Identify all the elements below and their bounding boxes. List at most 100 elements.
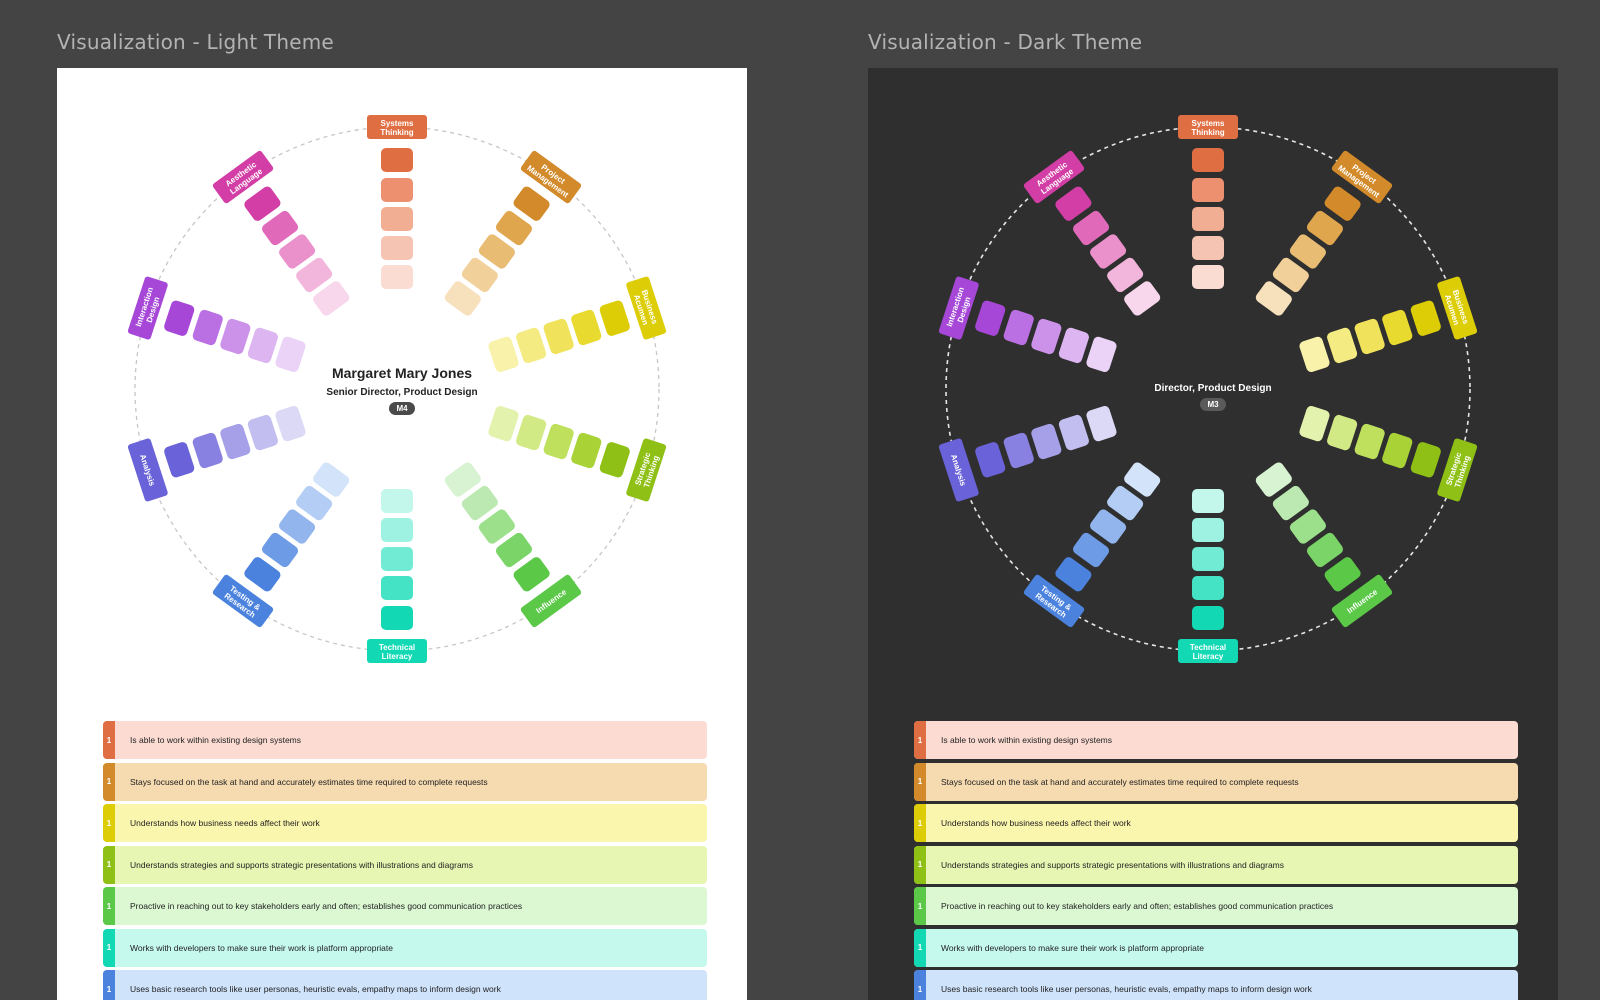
light-theme-frame[interactable]: Systems Thinking Project Management Business… — [57, 68, 747, 1000]
skill-level-segment[interactable] — [1053, 555, 1093, 593]
skill-description-row[interactable]: 1 Is able to work within existing design … — [914, 721, 1518, 759]
skill-description-row[interactable]: 1 Stays focused on the task at hand and a… — [914, 762, 1518, 801]
skill-level-segment[interactable] — [1192, 606, 1224, 630]
skill-level-segment[interactable] — [219, 318, 252, 356]
skill-level-segment[interactable] — [247, 414, 280, 452]
skill-label-analysis[interactable]: Analysis — [938, 438, 979, 502]
skill-level-segment[interactable] — [1381, 309, 1414, 347]
skill-level-segment[interactable] — [570, 309, 603, 347]
skill-description-row[interactable]: 1 Proactive in reaching out to key stakeh… — [914, 887, 1518, 925]
skill-level-segment[interactable] — [1326, 327, 1359, 365]
skill-level-segment[interactable] — [512, 185, 552, 223]
skill-level-segment[interactable] — [1192, 207, 1224, 231]
skill-level-segment[interactable] — [443, 279, 483, 317]
skill-level-segment[interactable] — [1323, 185, 1363, 223]
skill-level-segment[interactable] — [1254, 460, 1294, 498]
skill-level-segment[interactable] — [242, 185, 282, 223]
skill-level-segment[interactable] — [1409, 299, 1442, 337]
skill-level-segment[interactable] — [1271, 256, 1311, 294]
skill-level-segment[interactable] — [598, 299, 631, 337]
skill-level-segment[interactable] — [381, 207, 413, 231]
skill-description-row[interactable]: 1 Understands strategies and supports str… — [914, 845, 1518, 884]
skill-level-segment[interactable] — [381, 489, 413, 513]
dark-theme-frame[interactable]: Systems Thinking Project Management Business… — [868, 68, 1558, 1000]
skill-level-segment[interactable] — [1105, 256, 1145, 294]
skill-level-segment[interactable] — [1323, 555, 1363, 593]
skill-level-segment[interactable] — [494, 531, 534, 569]
skill-level-segment[interactable] — [294, 484, 334, 522]
skill-level-segment[interactable] — [1058, 327, 1091, 365]
skill-level-segment[interactable] — [163, 299, 196, 337]
skill-level-segment[interactable] — [1353, 318, 1386, 356]
skill-level-segment[interactable] — [1298, 405, 1331, 443]
skill-level-segment[interactable] — [1088, 507, 1128, 545]
skill-level-segment[interactable] — [1192, 265, 1224, 289]
skill-level-segment[interactable] — [1085, 335, 1118, 373]
skill-level-segment[interactable] — [477, 507, 517, 545]
skill-level-segment[interactable] — [1353, 423, 1386, 461]
skill-level-segment[interactable] — [311, 460, 351, 498]
skill-level-segment[interactable] — [1053, 185, 1093, 223]
skill-level-segment[interactable] — [1192, 518, 1224, 542]
skill-level-segment[interactable] — [191, 309, 224, 347]
skill-description-row[interactable]: 1 Works with developers to make sure thei… — [103, 928, 707, 967]
skill-level-segment[interactable] — [381, 148, 413, 172]
skill-level-segment[interactable] — [381, 178, 413, 202]
skill-level-segment[interactable] — [381, 576, 413, 600]
skill-level-segment[interactable] — [542, 318, 575, 356]
skill-level-segment[interactable] — [1271, 484, 1311, 522]
skill-level-segment[interactable] — [1305, 209, 1345, 247]
skill-description-row[interactable]: 1 Uses basic research tools like user per… — [103, 970, 707, 1000]
skill-level-segment[interactable] — [1122, 460, 1162, 498]
skill-level-segment[interactable] — [274, 405, 307, 443]
skill-level-segment[interactable] — [1192, 547, 1224, 571]
skill-level-segment[interactable] — [1192, 236, 1224, 260]
skill-level-segment[interactable] — [1254, 279, 1294, 317]
skill-level-segment[interactable] — [191, 432, 224, 470]
skill-level-segment[interactable] — [515, 414, 548, 452]
skill-level-segment[interactable] — [163, 441, 196, 479]
skill-level-segment[interactable] — [247, 327, 280, 365]
skill-level-segment[interactable] — [1288, 232, 1328, 270]
skill-level-segment[interactable] — [1192, 489, 1224, 513]
skill-level-segment[interactable] — [460, 256, 500, 294]
skill-level-segment[interactable] — [494, 209, 534, 247]
skill-level-segment[interactable] — [260, 531, 300, 569]
skill-level-segment[interactable] — [974, 441, 1007, 479]
skill-level-segment[interactable] — [1288, 507, 1328, 545]
skill-description-row[interactable]: 1 Stays focused on the task at hand and a… — [103, 762, 707, 801]
skill-level-segment[interactable] — [1381, 432, 1414, 470]
skill-level-segment[interactable] — [1030, 423, 1063, 461]
skill-level-segment[interactable] — [1085, 405, 1118, 443]
skill-level-segment[interactable] — [1088, 232, 1128, 270]
skill-level-segment[interactable] — [1002, 309, 1035, 347]
skill-level-segment[interactable] — [277, 507, 317, 545]
skill-level-segment[interactable] — [1326, 414, 1359, 452]
skill-description-row[interactable]: 1 Works with developers to make sure thei… — [914, 928, 1518, 967]
skill-level-segment[interactable] — [598, 441, 631, 479]
skill-level-segment[interactable] — [477, 232, 517, 270]
skill-description-row[interactable]: 1 Understands how business needs affect t… — [914, 804, 1518, 842]
skill-level-segment[interactable] — [1105, 484, 1145, 522]
skill-description-row[interactable]: 1 Proactive in reaching out to key stakeh… — [103, 887, 707, 925]
skill-level-segment[interactable] — [1030, 318, 1063, 356]
skill-level-segment[interactable] — [242, 555, 282, 593]
skill-level-segment[interactable] — [1298, 335, 1331, 373]
skill-level-segment[interactable] — [1192, 178, 1224, 202]
skill-level-segment[interactable] — [277, 232, 317, 270]
skill-level-segment[interactable] — [219, 423, 252, 461]
skill-level-segment[interactable] — [294, 256, 334, 294]
skill-level-segment[interactable] — [1071, 209, 1111, 247]
skill-level-segment[interactable] — [311, 279, 351, 317]
skill-level-segment[interactable] — [381, 547, 413, 571]
skill-level-segment[interactable] — [542, 423, 575, 461]
skill-description-row[interactable]: 1 Understands how business needs affect t… — [103, 804, 707, 842]
